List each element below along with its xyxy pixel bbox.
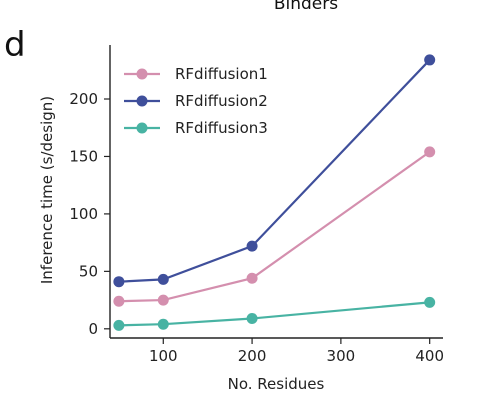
legend-marker-rfdiffusion2 xyxy=(136,95,148,107)
data-point-rfdiffusion2 xyxy=(246,240,258,252)
x-tick-label: 200 xyxy=(238,347,267,365)
legend: RFdiffusion1 RFdiffusion2 RFdiffusion3 xyxy=(124,65,268,137)
legend-label-rfdiffusion1: RFdiffusion1 xyxy=(175,65,268,83)
y-tick-label: 150 xyxy=(69,147,98,165)
y-tick-label: 200 xyxy=(69,90,98,108)
data-point-rfdiffusion3 xyxy=(113,319,125,331)
data-point-rfdiffusion2 xyxy=(113,276,125,288)
series-line-rfdiffusion1 xyxy=(118,150,431,303)
series-line-rfdiffusion2 xyxy=(118,59,431,283)
data-point-rfdiffusion1 xyxy=(157,294,169,306)
data-point-rfdiffusion1 xyxy=(113,295,125,307)
data-point-rfdiffusion2 xyxy=(157,273,169,285)
y-axis-label: Inference time (s/design) xyxy=(38,96,56,284)
legend-label-rfdiffusion2: RFdiffusion2 xyxy=(175,92,268,110)
legend-label-rfdiffusion3: RFdiffusion3 xyxy=(175,119,268,137)
data-point-rfdiffusion3 xyxy=(424,296,436,308)
panel-letter: d xyxy=(4,25,26,65)
series-layer xyxy=(113,54,436,331)
data-point-rfdiffusion1 xyxy=(246,272,258,284)
y-tick-label: 100 xyxy=(69,205,98,223)
data-point-rfdiffusion1 xyxy=(424,146,436,158)
x-tick-label: 300 xyxy=(327,347,356,365)
series-line-rfdiffusion3 xyxy=(118,301,430,327)
legend-marker-rfdiffusion3 xyxy=(136,122,148,134)
y-tick-label: 0 xyxy=(88,320,98,338)
axes: 0 50 100 150 200 100 200 300 400 xyxy=(69,45,444,365)
data-point-rfdiffusion2 xyxy=(424,54,436,66)
x-axis-label: No. Residues xyxy=(228,375,325,393)
data-point-rfdiffusion3 xyxy=(246,312,258,324)
x-tick-label: 400 xyxy=(415,347,444,365)
data-point-rfdiffusion3 xyxy=(157,318,169,330)
top-title: Binders xyxy=(274,0,338,14)
y-tick-label: 50 xyxy=(79,262,98,280)
x-tick-label: 100 xyxy=(149,347,178,365)
legend-marker-rfdiffusion1 xyxy=(136,68,148,80)
